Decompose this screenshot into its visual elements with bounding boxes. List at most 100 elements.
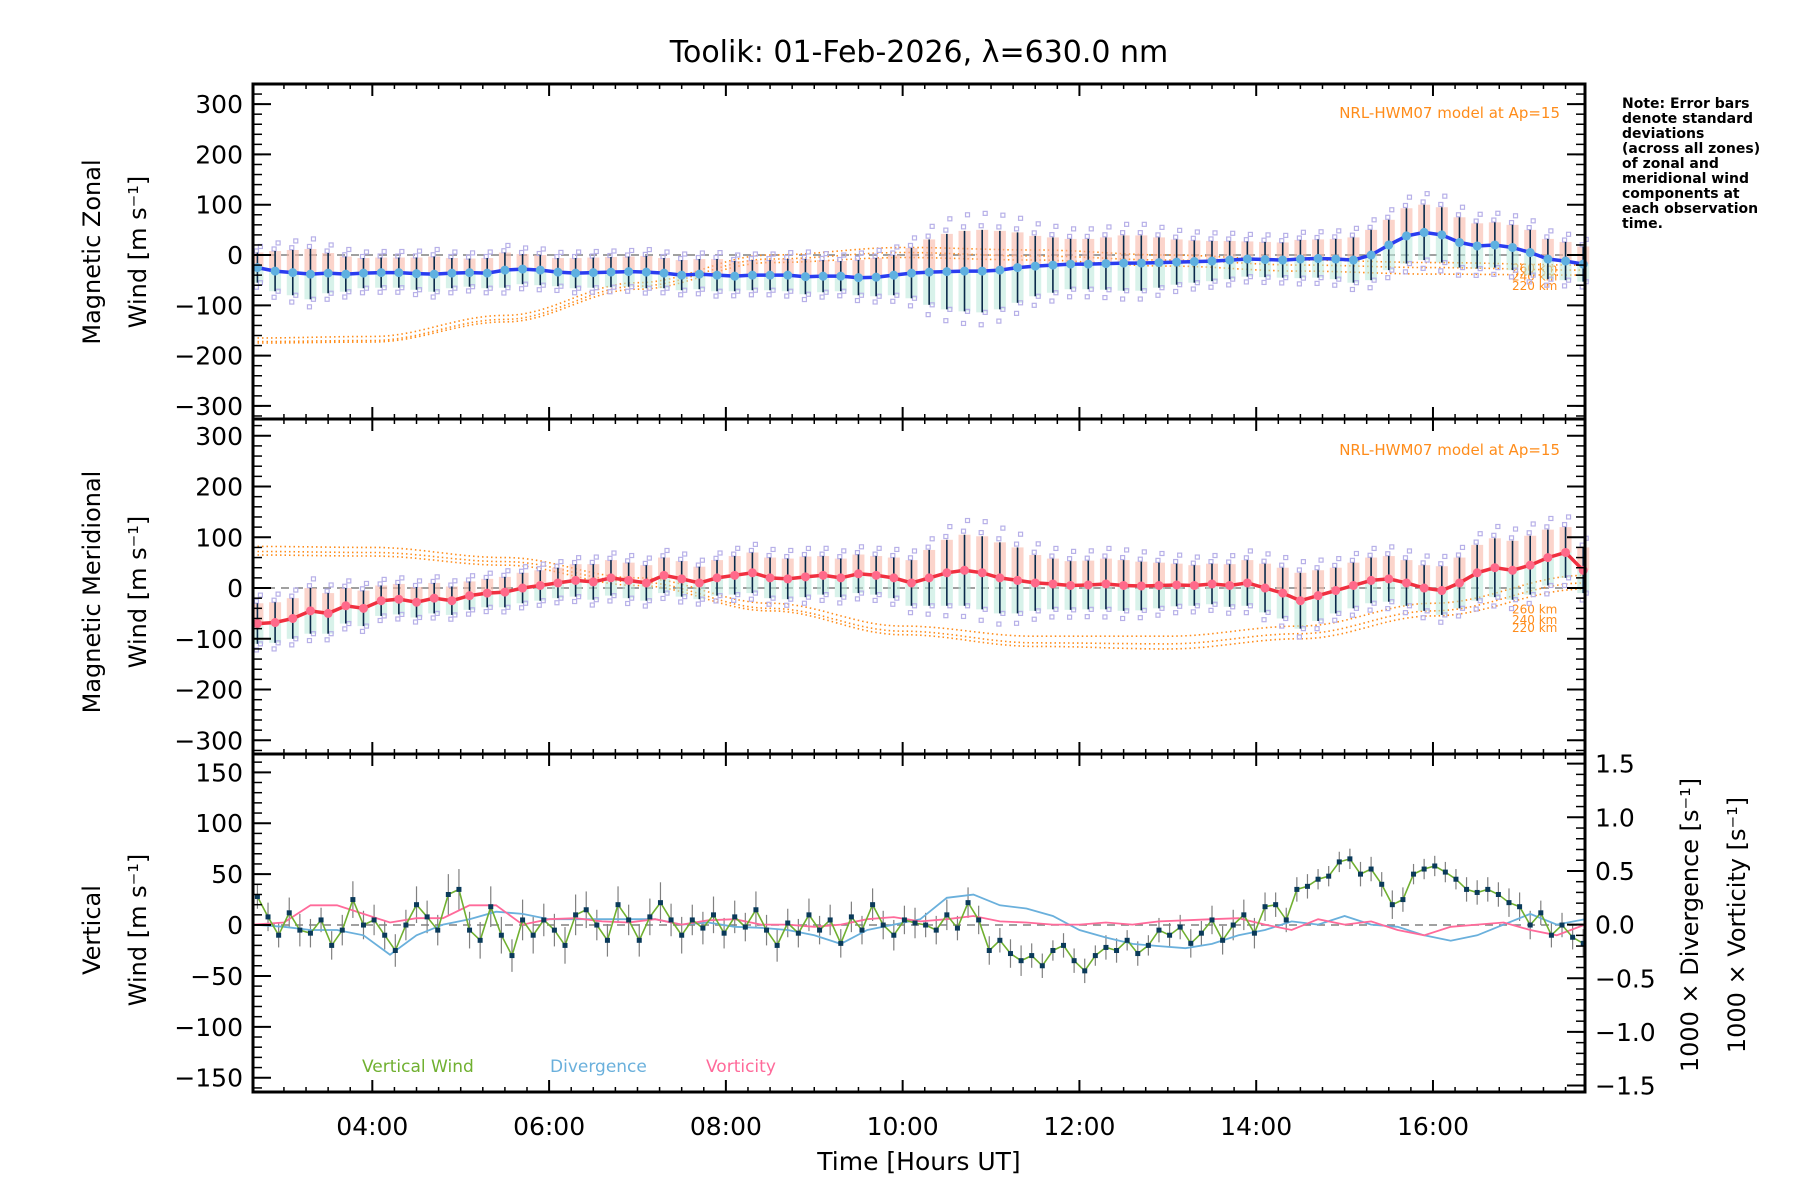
zone-point — [695, 291, 701, 297]
zone-point — [1442, 193, 1448, 199]
zone-point — [1495, 210, 1501, 216]
zone-point — [1000, 525, 1006, 531]
zone-point — [894, 546, 900, 553]
meridional-wind-point — [1066, 580, 1076, 590]
zonal-wind-point — [1472, 241, 1482, 251]
zone-point — [342, 626, 348, 632]
zone-point — [346, 289, 352, 295]
zone-point — [501, 248, 507, 254]
zonal-wind-point — [677, 270, 687, 280]
zone-point — [1053, 290, 1059, 296]
zone-point — [678, 292, 684, 298]
note-line: deviations — [1622, 126, 1704, 142]
zone-point — [1491, 532, 1497, 538]
meridional-wind-point — [694, 578, 704, 588]
zone-point — [960, 320, 967, 327]
zone-point — [558, 283, 564, 289]
note-line: components at — [1622, 186, 1740, 202]
meridional-wind-point — [1437, 586, 1447, 596]
zone-point — [1124, 608, 1130, 614]
zone-point — [1367, 552, 1373, 558]
zone-point — [660, 595, 666, 602]
zone-point — [770, 595, 776, 601]
zone-point — [607, 289, 613, 295]
vertical-ylabel-line1: Vertical — [78, 885, 106, 975]
zone-point — [1053, 606, 1059, 612]
zone-point — [576, 594, 582, 600]
meridional-ylabel-line2: Wind [m s⁻¹] — [124, 516, 152, 668]
meridional-wind-point — [836, 573, 846, 583]
zone-point — [1102, 553, 1108, 559]
zone-point — [1420, 265, 1426, 271]
zone-point — [858, 590, 865, 596]
vertical-wind-point — [1538, 910, 1544, 916]
zone-point — [1226, 610, 1232, 616]
zone-point — [1212, 601, 1218, 607]
zone-point — [770, 287, 776, 293]
zone-point — [1389, 599, 1395, 605]
zone-point — [876, 247, 882, 253]
zone-point — [1088, 606, 1094, 612]
vertical-wind-point — [1188, 940, 1194, 946]
zone-point — [1530, 272, 1536, 278]
zone-point — [505, 242, 511, 249]
zone-point — [766, 292, 772, 298]
zone-point — [982, 519, 988, 525]
meridional-wind-point — [1083, 580, 1093, 590]
zone-point — [363, 249, 370, 255]
meridional-wind-point — [641, 578, 651, 588]
zone-point — [1336, 610, 1342, 617]
zone-point — [1102, 614, 1108, 620]
zone-point — [483, 290, 489, 296]
zone-point — [947, 306, 953, 312]
zone-point — [695, 562, 701, 568]
zone-point — [1296, 235, 1302, 241]
zone-point — [593, 597, 599, 603]
zone-point — [1548, 228, 1554, 234]
zone-point — [1106, 606, 1112, 612]
zone-point — [1512, 213, 1519, 219]
zonal-wind-point — [712, 270, 722, 280]
zonal-wind-point — [270, 266, 280, 276]
zonal-wind-point — [995, 265, 1005, 275]
meridional-wind-point — [1525, 560, 1535, 570]
meridional-wind-point — [305, 606, 315, 616]
vertical-wind-point — [520, 917, 526, 923]
zone-point — [1314, 234, 1320, 241]
x-axis-label: Time [Hours UT] — [816, 1147, 1020, 1176]
zone-point — [894, 595, 900, 601]
zone-point — [448, 290, 454, 296]
zone-point — [1353, 550, 1360, 557]
vertical-wind-point — [424, 914, 430, 920]
zone-point — [1155, 292, 1161, 298]
zone-point — [682, 594, 688, 600]
zone-point — [1438, 619, 1444, 625]
vertical-wind-point — [445, 891, 451, 897]
zone-point — [518, 286, 525, 292]
zone-point — [1230, 276, 1236, 282]
vertical-wind-point — [562, 942, 568, 948]
zone-point — [1190, 286, 1196, 292]
zone-point — [289, 245, 295, 251]
zone-point — [731, 293, 737, 299]
zone-point — [823, 251, 829, 257]
vertical-wind-point — [1177, 924, 1183, 930]
zone-point — [1230, 553, 1236, 559]
zone-point — [925, 611, 931, 617]
zone-point — [1031, 549, 1037, 555]
zonal-wind-point — [1543, 254, 1553, 264]
zone-point — [925, 544, 931, 550]
zonal-wind-point — [1278, 255, 1288, 265]
zonal-wind-point — [694, 269, 704, 279]
zone-point — [837, 256, 843, 263]
vertical-wind-point — [498, 932, 504, 938]
y-tick-label: 300 — [195, 422, 243, 451]
meridional-wind-point — [659, 570, 669, 580]
zone-point — [483, 574, 489, 581]
zonal-wind-point — [465, 268, 475, 278]
zone-point — [1371, 277, 1377, 283]
meridional-wind-point — [535, 580, 545, 590]
zone-point — [629, 595, 635, 601]
meridional-wind-point — [482, 588, 492, 598]
zone-point — [717, 250, 723, 256]
